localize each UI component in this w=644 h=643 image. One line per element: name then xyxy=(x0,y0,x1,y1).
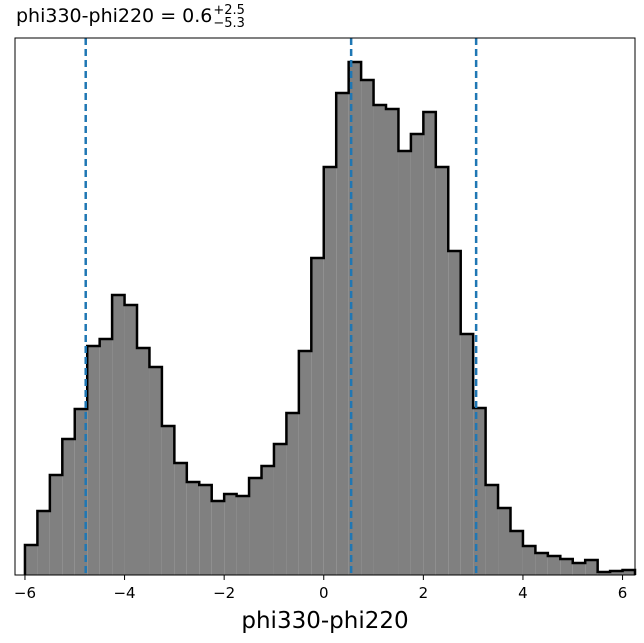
x-tick-label: −4 xyxy=(113,584,135,602)
bar xyxy=(572,563,586,575)
bar xyxy=(410,134,424,575)
bar xyxy=(361,80,374,575)
bar xyxy=(498,508,511,575)
bar xyxy=(560,559,573,575)
bar xyxy=(199,485,212,575)
bar xyxy=(336,93,349,575)
x-tick-label: −6 xyxy=(14,584,36,602)
bar xyxy=(510,531,523,575)
bar xyxy=(62,439,75,575)
bar xyxy=(174,463,187,575)
bar xyxy=(161,426,175,575)
bar xyxy=(249,478,262,575)
bar xyxy=(597,572,611,575)
bar xyxy=(273,444,287,575)
bar xyxy=(386,109,399,575)
bar xyxy=(186,482,200,575)
bar xyxy=(49,475,63,575)
x-tick-label: 4 xyxy=(518,584,528,602)
bar xyxy=(622,570,635,575)
bar xyxy=(37,511,50,575)
bar xyxy=(99,339,113,575)
x-tick-label: 6 xyxy=(618,584,628,602)
bar xyxy=(585,560,598,575)
bar xyxy=(323,167,337,575)
bar xyxy=(74,409,88,575)
bar xyxy=(522,546,536,575)
bar xyxy=(124,305,138,575)
plot-frame xyxy=(14,37,636,576)
bar xyxy=(137,348,150,575)
bar xyxy=(87,346,100,575)
bar xyxy=(311,258,324,575)
chart-title: phi330-phi220 = 0.6 xyxy=(16,5,212,27)
bar xyxy=(211,501,225,575)
bar xyxy=(398,151,411,575)
bar xyxy=(485,485,499,575)
bar xyxy=(286,413,299,575)
bar xyxy=(112,295,125,575)
bar xyxy=(24,545,38,575)
x-tick-label: 2 xyxy=(419,584,429,602)
x-tick-label: −2 xyxy=(213,584,235,602)
bar xyxy=(373,105,387,575)
bar xyxy=(448,251,461,575)
bar xyxy=(610,571,623,575)
title-main: phi330-phi220 = 0.6 xyxy=(16,5,212,27)
title-upper: +2.5 xyxy=(213,3,245,18)
bar xyxy=(535,553,548,575)
x-tick-label: 0 xyxy=(319,584,329,602)
bar xyxy=(435,167,449,575)
bar xyxy=(547,556,561,575)
bar xyxy=(224,494,237,575)
bar xyxy=(298,351,312,575)
bar xyxy=(423,112,436,575)
x-axis-label: phi330-phi220 xyxy=(241,608,408,634)
bar xyxy=(149,367,162,575)
bar xyxy=(261,466,274,575)
title-lower: −5.3 xyxy=(213,16,245,31)
bar xyxy=(460,334,474,575)
histogram-outline xyxy=(23,60,637,575)
bar xyxy=(236,496,250,575)
